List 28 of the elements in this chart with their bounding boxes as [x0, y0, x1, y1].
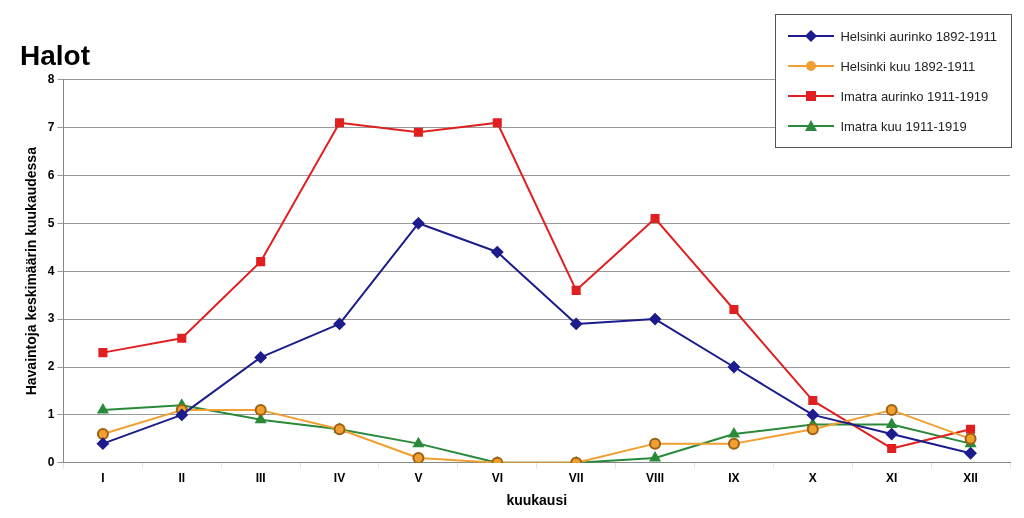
y-tick-label: 2	[47, 359, 55, 374]
y-tick-label: 7	[47, 119, 55, 134]
x-tick-label: XI	[886, 471, 898, 486]
x-axis-title: kuukausi	[506, 492, 568, 509]
x-tick-label: III	[255, 471, 266, 486]
x-tick-label: V	[414, 471, 423, 486]
x-tick-label: X	[808, 471, 817, 486]
legend-label: Helsinki kuu 1892-1911	[840, 58, 976, 74]
x-tick-label: IV	[333, 471, 346, 486]
x-tick-label: VIII	[646, 471, 665, 486]
x-tick-label: VI	[491, 471, 503, 486]
x-tick-label: II	[178, 471, 186, 486]
x-tick-label: VII	[568, 471, 584, 486]
y-tick-label: 0	[47, 455, 55, 470]
y-tick-label: 6	[47, 167, 55, 182]
legend-label: Helsinki aurinko 1892-1911	[840, 28, 997, 44]
y-axis-title: Havaintoja keskimäärin kuukaudessa	[23, 146, 40, 396]
x-tick-label: IX	[728, 471, 740, 486]
y-tick-label: 3	[47, 311, 55, 326]
y-tick-label: 4	[47, 263, 55, 278]
y-tick-label: 8	[47, 71, 55, 86]
y-tick-label: 1	[47, 407, 55, 422]
y-tick-label: 5	[47, 215, 55, 230]
chart-title: Halot	[20, 39, 90, 71]
x-tick-label: XII	[963, 471, 978, 486]
legend-label: Imatra aurinko 1911-1919	[840, 88, 989, 104]
x-tick-label: I	[101, 471, 105, 486]
legend-label: Imatra kuu 1911-1919	[840, 118, 967, 134]
